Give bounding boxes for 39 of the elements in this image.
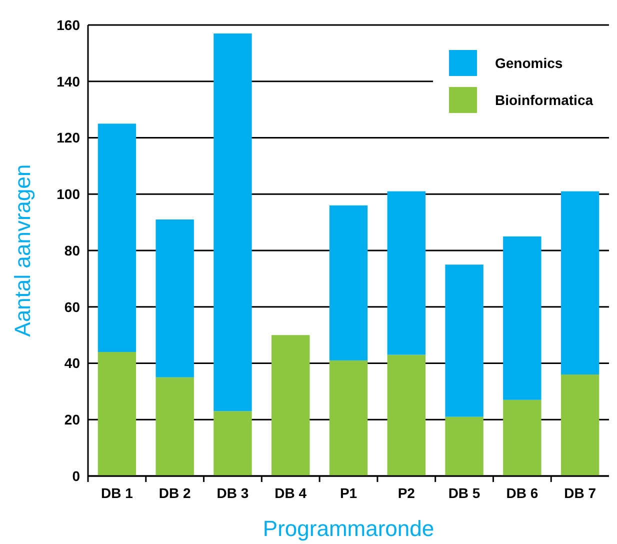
bar [98, 352, 136, 476]
y-tick-label: 40 [64, 355, 80, 372]
x-tick-label: P1 [340, 485, 358, 501]
y-tick-label: 60 [64, 298, 80, 315]
y-axis-title: Aantal aanvragen [10, 164, 35, 337]
bar [214, 411, 252, 476]
y-tick-label: 20 [64, 412, 80, 428]
bar [98, 124, 136, 352]
bar [503, 236, 542, 400]
x-tick-label: DB 2 [158, 485, 191, 501]
x-tick-label: DB 3 [216, 485, 249, 501]
x-tick-label: DB 4 [274, 485, 307, 501]
x-tick-label: P2 [398, 485, 416, 501]
y-tick-label: 120 [56, 130, 80, 146]
y-tick-label: 100 [56, 186, 80, 202]
bar [387, 191, 426, 355]
y-tick-label: 80 [64, 242, 80, 258]
bar [329, 360, 368, 476]
bar [560, 374, 600, 476]
x-tick-label: DB 5 [448, 485, 480, 501]
y-tick-label: 160 [56, 16, 80, 33]
y-tick-label: 140 [56, 73, 80, 90]
x-tick-label: DB 1 [100, 485, 134, 501]
x-tick-label: DB 7 [564, 485, 596, 501]
bar [445, 416, 484, 476]
bar [214, 33, 252, 412]
x-tick-label: DB 6 [506, 485, 538, 501]
bar [560, 191, 600, 375]
bar [387, 354, 426, 476]
bar [156, 219, 194, 378]
x-axis-title: Programmaronde [262, 516, 434, 541]
bar [156, 377, 194, 476]
bar [329, 205, 368, 360]
bar [445, 264, 484, 417]
legend-label: Bioinformatica [495, 92, 594, 108]
bar [503, 400, 542, 476]
y-tick-label: 0 [72, 468, 80, 484]
legend-label: Genomics [495, 54, 563, 71]
bar [272, 335, 310, 476]
